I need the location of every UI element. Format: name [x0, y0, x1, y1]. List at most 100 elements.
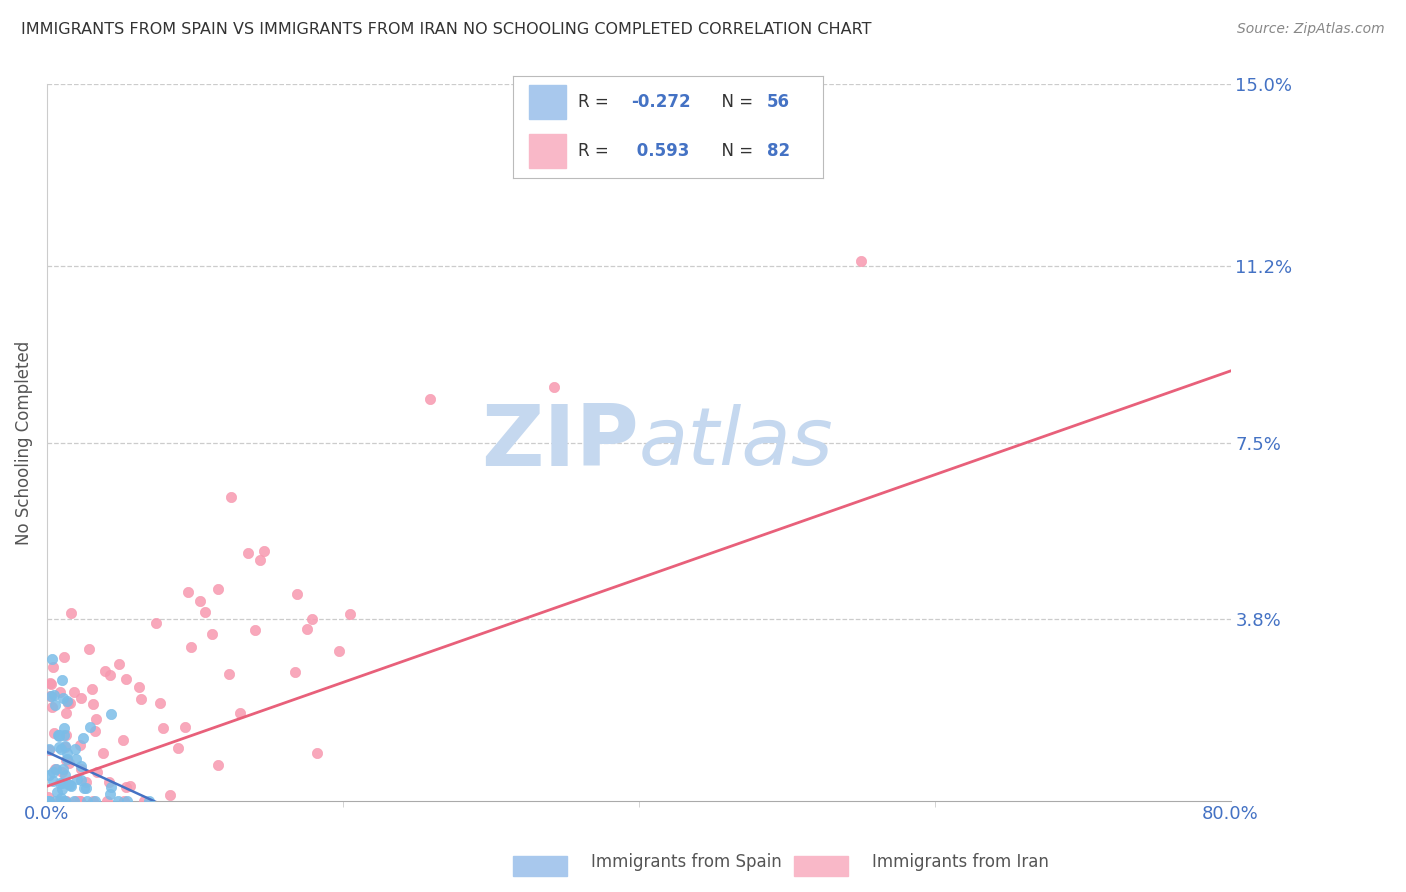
Point — [207, 582, 229, 597]
Point — [83, 724, 105, 739]
Point — [52, 690, 75, 705]
Point — [55, 728, 77, 742]
Point — [307, 746, 329, 760]
Point — [62, 794, 84, 808]
Point — [245, 623, 267, 637]
Point — [51, 742, 73, 756]
Point — [69, 773, 91, 788]
Point — [53, 740, 76, 755]
Point — [114, 780, 136, 794]
Point — [86, 764, 108, 779]
Point — [76, 794, 98, 808]
Point — [328, 644, 350, 658]
Point — [37, 794, 59, 808]
Point — [60, 779, 83, 793]
Point — [73, 781, 96, 796]
Point — [52, 650, 75, 665]
Point — [49, 791, 72, 805]
Text: Immigrants from Iran: Immigrants from Iran — [872, 853, 1049, 871]
Point — [138, 794, 160, 808]
Point — [52, 728, 75, 742]
Point — [238, 545, 260, 559]
Point — [284, 665, 307, 679]
Point — [84, 794, 107, 808]
Point — [849, 254, 872, 268]
Point — [145, 616, 167, 631]
Point — [41, 652, 63, 666]
Point — [58, 778, 80, 792]
Point — [48, 776, 70, 790]
Point — [253, 544, 276, 558]
Text: Source: ZipAtlas.com: Source: ZipAtlas.com — [1237, 22, 1385, 37]
Point — [42, 688, 65, 702]
Point — [70, 690, 93, 705]
Point — [38, 743, 60, 757]
Bar — [529, 85, 565, 119]
Point — [53, 794, 76, 808]
Point — [37, 789, 59, 804]
Point — [70, 759, 93, 773]
Point — [38, 768, 60, 782]
Point — [59, 696, 82, 710]
Point — [44, 794, 66, 808]
Point — [108, 657, 131, 671]
Point — [82, 794, 104, 808]
Point — [51, 782, 73, 797]
Point — [84, 712, 107, 726]
Point — [48, 794, 70, 808]
Text: N =: N = — [711, 93, 758, 111]
Point — [91, 746, 114, 760]
Point — [100, 668, 122, 682]
Point — [66, 772, 89, 787]
Point — [51, 673, 73, 687]
Point — [49, 685, 72, 699]
Point — [152, 722, 174, 736]
Point — [219, 490, 242, 504]
Point — [419, 392, 441, 406]
Point — [96, 794, 118, 808]
Y-axis label: No Schooling Completed: No Schooling Completed — [15, 341, 32, 545]
Point — [35, 794, 58, 808]
Point — [39, 690, 62, 704]
Point — [39, 689, 62, 703]
Point — [188, 594, 211, 608]
Point — [52, 794, 75, 808]
Point — [207, 757, 229, 772]
Point — [285, 587, 308, 601]
Point — [55, 794, 77, 808]
Point — [51, 764, 73, 779]
Point — [301, 612, 323, 626]
Point — [44, 762, 66, 776]
Point — [65, 752, 87, 766]
Point — [65, 742, 87, 756]
Point — [39, 677, 62, 691]
Text: 0.593: 0.593 — [631, 142, 689, 161]
Point — [72, 731, 94, 745]
Point — [51, 776, 73, 790]
Point — [159, 788, 181, 802]
Text: N =: N = — [711, 142, 758, 161]
Point — [69, 794, 91, 808]
Point — [41, 699, 63, 714]
Point — [112, 794, 135, 808]
Point — [229, 706, 252, 720]
Point — [39, 676, 62, 690]
Point — [56, 776, 79, 790]
Point — [59, 606, 82, 620]
Point — [48, 728, 70, 742]
Text: 82: 82 — [766, 142, 790, 161]
Point — [42, 659, 65, 673]
Point — [37, 794, 59, 808]
Point — [53, 721, 76, 735]
Point — [194, 605, 217, 619]
Point — [55, 746, 77, 760]
Point — [218, 666, 240, 681]
Point — [48, 729, 70, 743]
Point — [42, 726, 65, 740]
Point — [55, 694, 77, 708]
Point — [44, 698, 66, 712]
Point — [118, 779, 141, 793]
Point — [98, 775, 121, 789]
Point — [55, 706, 77, 720]
Point — [69, 794, 91, 808]
